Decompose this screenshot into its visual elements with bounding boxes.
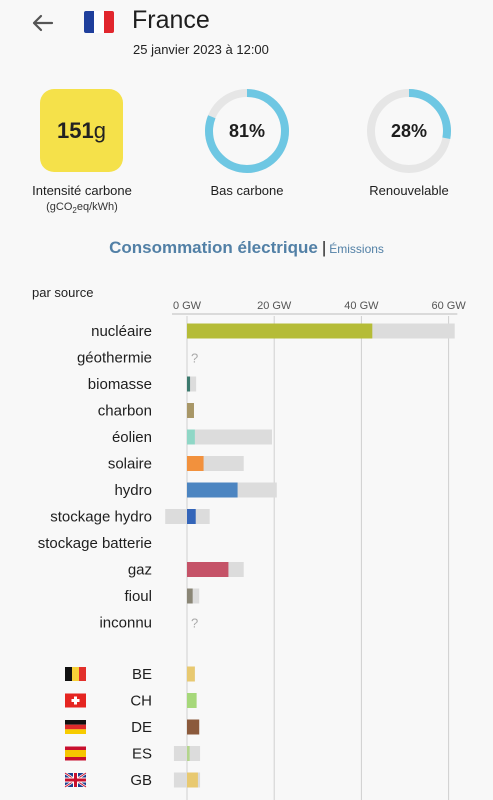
category-label: fioul	[124, 588, 152, 605]
flag-spain-icon	[65, 746, 86, 761]
renewable-ring	[367, 89, 451, 173]
value-bar	[187, 429, 195, 445]
capacity-bar	[187, 429, 273, 445]
exchange-value-bar	[187, 666, 195, 682]
exchange-label: GB	[130, 772, 152, 789]
category-label: nucléaire	[91, 323, 152, 340]
mode-tabs: Consommation électrique | Émissions	[0, 238, 493, 258]
x-tick-label: 0 GW	[173, 300, 202, 312]
section-label: par source	[32, 285, 93, 300]
x-tick-label: 20 GW	[257, 300, 292, 312]
value-bar	[187, 482, 238, 498]
value-bar	[187, 509, 196, 524]
tab-separator: |	[321, 238, 327, 257]
exchange-value-bar	[187, 719, 200, 735]
low-carbon-ring-fill	[205, 89, 289, 173]
datetime: 25 janvier 2023 à 12:00	[133, 42, 269, 57]
exchange-value-bar	[187, 746, 190, 761]
exchange-label: BE	[132, 666, 152, 683]
value-bar	[187, 456, 204, 471]
carbon-intensity-label: Intensité carbone	[32, 183, 132, 198]
renewable-label: Renouvelable	[369, 183, 449, 198]
back-button[interactable]	[28, 8, 58, 38]
x-tick-label: 60 GW	[431, 300, 466, 312]
flag-switzerland-icon	[65, 693, 86, 708]
low-carbon-value: 81%	[228, 121, 266, 141]
carbon-intensity-number: 151	[57, 117, 94, 143]
capacity-bar	[187, 376, 197, 392]
flag-belgium-icon	[65, 667, 86, 681]
category-label: charbon	[98, 403, 152, 420]
category-label: inconnu	[99, 615, 152, 632]
carbon-intensity-unit: (gCO2eq/kWh)	[46, 201, 118, 216]
category-label: gaz	[128, 562, 152, 579]
category-label: biomasse	[88, 376, 152, 393]
category-label: géothermie	[77, 350, 152, 367]
category-label: solaire	[108, 456, 152, 473]
tab-emissions[interactable]: Émissions	[329, 242, 384, 256]
exchange-label: CH	[130, 693, 152, 710]
tab-consumption[interactable]: Consommation électrique	[109, 238, 318, 257]
unknown-marker: ?	[191, 616, 198, 631]
exchange-value-bar	[187, 772, 198, 788]
low-carbon-label: Bas carbone	[210, 183, 284, 198]
unknown-marker: ?	[191, 351, 198, 366]
category-label: stockage hydro	[50, 509, 152, 526]
country-title: France	[132, 6, 210, 34]
renewable-ring-fill	[367, 89, 451, 173]
arrow-left-icon	[32, 14, 54, 32]
low-carbon-ring	[205, 89, 289, 173]
category-label: stockage batterie	[38, 535, 152, 552]
value-bar	[187, 323, 373, 339]
category-label: éolien	[112, 429, 152, 446]
flag-uk-icon	[64, 771, 87, 789]
flag-france-icon	[84, 11, 114, 33]
carbon-intensity-box: 151 g	[40, 89, 123, 172]
carbon-intensity-unit-g: g	[93, 117, 106, 143]
exchange-value-bar	[187, 693, 197, 708]
value-bar	[187, 588, 193, 604]
x-tick-label: 40 GW	[344, 300, 379, 312]
flag-germany-icon	[65, 720, 86, 734]
value-bar	[187, 562, 229, 577]
value-bar	[187, 403, 194, 418]
value-bar	[187, 376, 191, 392]
renewable-value: 28%	[390, 121, 428, 141]
exchange-label: ES	[132, 746, 152, 763]
category-label: hydro	[114, 482, 152, 499]
exchange-label: DE	[131, 719, 152, 736]
